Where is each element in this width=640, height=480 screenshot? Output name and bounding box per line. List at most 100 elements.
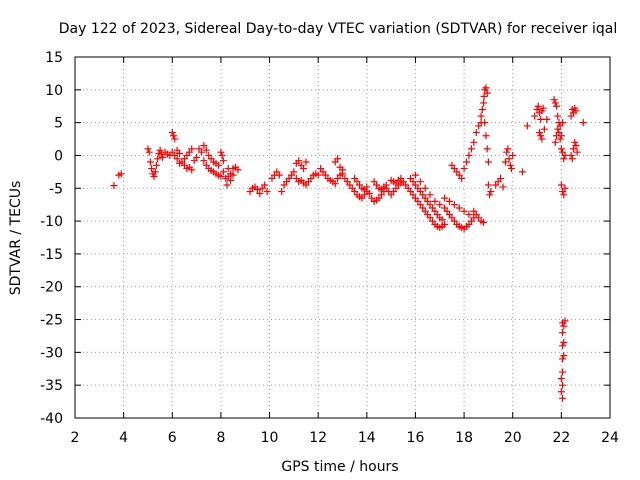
data-point (505, 155, 513, 163)
data-point (518, 168, 526, 176)
data-point (146, 158, 154, 166)
data-point (431, 197, 439, 205)
x-tick-label: 18 (455, 430, 473, 446)
x-tick-label: 6 (168, 430, 177, 446)
x-tick-label: 8 (216, 430, 225, 446)
data-point (169, 132, 177, 140)
y-tick-label: -25 (40, 313, 63, 329)
data-point (579, 119, 587, 127)
data-point (292, 159, 300, 167)
data-point (290, 168, 298, 176)
x-tick-label: 2 (71, 430, 80, 446)
data-point (441, 194, 449, 202)
data-point (421, 184, 429, 192)
data-point (540, 125, 548, 133)
data-point (557, 375, 565, 383)
data-point (465, 151, 473, 159)
data-point (560, 322, 568, 330)
data-point (560, 191, 568, 199)
x-tick-label: 10 (261, 430, 279, 446)
data-point (470, 207, 478, 215)
data-point (477, 112, 485, 120)
y-tick-label: -10 (40, 214, 63, 230)
data-point (436, 201, 444, 209)
data-point (557, 181, 565, 189)
data-point (484, 158, 492, 166)
data-point (411, 171, 419, 179)
x-tick-label: 4 (119, 430, 128, 446)
data-point (173, 155, 181, 163)
data-point (382, 181, 390, 189)
data-point (426, 191, 434, 199)
data-point (200, 142, 208, 150)
y-tick-label: -20 (40, 280, 63, 296)
data-point (503, 148, 511, 156)
data-point (154, 155, 162, 163)
data-point (501, 158, 509, 166)
data-point (217, 172, 225, 180)
data-point (455, 204, 463, 212)
data-point (509, 151, 517, 159)
x-tick-label: 24 (601, 430, 619, 446)
data-point (438, 216, 446, 224)
data-point (152, 161, 160, 169)
data-point (156, 146, 164, 154)
data-point (482, 132, 490, 140)
x-tick-label: 20 (504, 430, 522, 446)
data-point (559, 342, 567, 350)
y-tick-label: -40 (40, 411, 63, 427)
data-point (441, 220, 449, 228)
data-point (219, 157, 227, 165)
data-point (531, 112, 539, 120)
data-point (543, 115, 551, 123)
data-point (253, 186, 261, 194)
y-tick-label: 15 (45, 50, 63, 66)
data-point (227, 176, 235, 184)
data-point (551, 138, 559, 146)
data-point (561, 184, 569, 192)
x-tick-label: 16 (407, 430, 425, 446)
y-tick-label: 0 (54, 148, 63, 164)
data-point (484, 181, 492, 189)
data-point (559, 355, 567, 363)
data-point (486, 191, 494, 199)
data-point (556, 135, 564, 143)
data-point (331, 158, 339, 166)
data-point (193, 153, 201, 161)
data-point (151, 168, 159, 176)
plot-border (74, 56, 611, 419)
data-point (117, 170, 125, 178)
y-axis-title: SDTVAR / TECUs (8, 181, 24, 296)
chart-title: Day 122 of 2023, Sidereal Day-to-day VTE… (59, 21, 617, 37)
data-point (331, 180, 339, 188)
data-point (261, 181, 269, 189)
y-tick-label: -35 (40, 378, 63, 394)
data-point (572, 107, 580, 115)
y-tick-label: 10 (45, 83, 63, 99)
data-point (537, 132, 545, 140)
data-point (302, 158, 310, 166)
data-point (506, 161, 514, 169)
data-point (219, 168, 227, 176)
data-point (256, 190, 264, 198)
data-point (497, 174, 505, 182)
data-point (214, 161, 222, 169)
data-point (397, 174, 405, 182)
data-point (482, 84, 490, 92)
y-tick-label: -30 (40, 345, 63, 361)
data-point (559, 381, 567, 389)
data-point (171, 135, 179, 143)
data-point (188, 145, 196, 153)
y-tick-label: -15 (40, 247, 63, 263)
data-point (480, 218, 488, 226)
data-point (472, 128, 480, 136)
data-point (168, 128, 176, 136)
data-point (200, 157, 208, 165)
data-point (363, 183, 371, 191)
data-point (539, 104, 547, 112)
data-point (561, 317, 569, 325)
data-point (150, 172, 158, 180)
data-point (465, 211, 473, 219)
data-point (559, 329, 567, 337)
data-point (504, 145, 512, 153)
